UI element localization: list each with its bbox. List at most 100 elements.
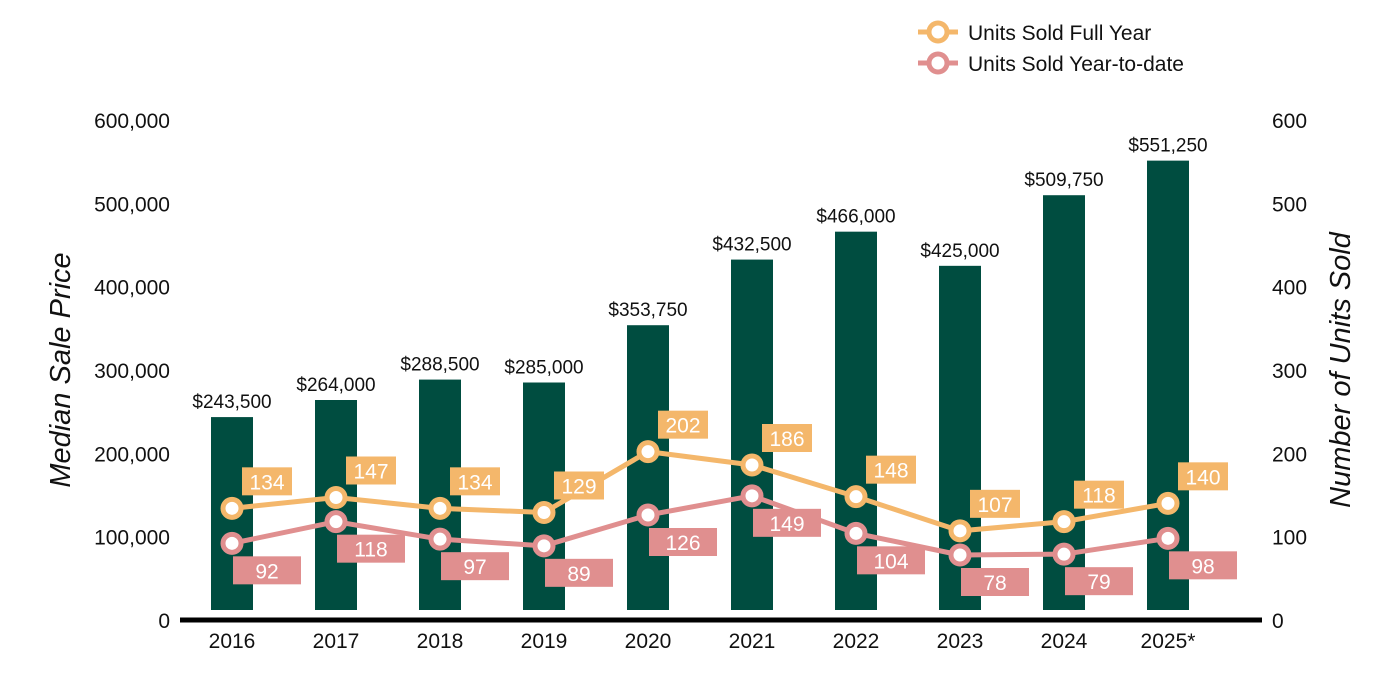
data-label-box	[554, 471, 604, 500]
legend: Units Sold Full Year Units Sold Year-to-d…	[918, 20, 1184, 76]
y-right-tick-label: 500	[1272, 193, 1307, 216]
data-label: 129	[561, 476, 596, 499]
data-label: 147	[353, 461, 388, 484]
data-label: 78	[983, 572, 1006, 595]
data-point	[428, 527, 452, 551]
data-label-box	[857, 546, 925, 575]
data-point	[532, 534, 556, 558]
left-y-axis-title: Median Sale Price	[45, 252, 77, 487]
data-point	[636, 440, 660, 464]
data-point	[220, 531, 244, 555]
y-right-tick-label: 100	[1272, 527, 1307, 550]
data-label-box	[658, 410, 708, 439]
data-label-box	[441, 552, 509, 581]
bar	[1043, 195, 1085, 611]
data-label-box	[450, 467, 500, 496]
bar-value-label: $425,000	[920, 241, 999, 262]
data-label: 126	[665, 532, 700, 555]
data-point	[948, 519, 972, 543]
data-label-box	[961, 568, 1029, 596]
bar-value-label: $264,000	[296, 375, 375, 396]
data-label-box	[346, 456, 396, 485]
data-label-box	[1065, 567, 1133, 596]
x-tick-label: 2019	[521, 630, 568, 653]
data-point	[844, 521, 868, 545]
data-label-box	[970, 489, 1020, 518]
data-label: 186	[769, 428, 804, 451]
data-label-box	[1178, 462, 1228, 491]
data-point	[1156, 491, 1180, 515]
data-label: 107	[977, 494, 1012, 517]
x-tick-label: 2016	[209, 630, 256, 653]
y-tick-label: 100,000	[94, 527, 170, 550]
bar-value-label: $285,000	[504, 358, 583, 379]
x-tick-label: 2024	[1041, 630, 1088, 653]
data-point	[428, 496, 452, 520]
bar-value-label: $509,750	[1024, 170, 1103, 191]
y-right-tick-label: 600	[1272, 110, 1307, 133]
data-label: 79	[1087, 571, 1110, 594]
bar	[627, 325, 669, 610]
x-tick-label: 2023	[937, 630, 984, 653]
data-point	[636, 503, 660, 527]
data-label: 148	[873, 460, 908, 483]
data-point	[740, 484, 764, 508]
bar-value-label: $432,500	[712, 235, 791, 256]
legend-label: Units Sold Full Year	[968, 22, 1151, 45]
data-label-box	[649, 528, 717, 556]
data-point	[324, 486, 348, 509]
line-series: 134 147 134 129 202 186 148 107 118 140 92 118 97 89 1…	[220, 410, 1237, 596]
data-label: 97	[463, 556, 486, 579]
data-point	[1052, 542, 1076, 566]
data-label: 104	[873, 550, 908, 573]
data-label: 149	[769, 513, 804, 536]
data-label-box	[337, 534, 405, 563]
y-tick-label: 600,000	[94, 110, 170, 133]
x-tick-label: 2020	[625, 630, 672, 653]
y-tick-label: 200,000	[94, 443, 170, 466]
x-tick-label: 2022	[833, 630, 880, 653]
y-right-tick-label: 400	[1272, 277, 1307, 300]
data-point	[740, 453, 764, 477]
x-tick-label: 2018	[417, 630, 464, 653]
data-label: 140	[1185, 466, 1220, 489]
data-label-box	[1074, 480, 1124, 509]
data-point	[324, 510, 348, 534]
data-label: 202	[665, 415, 700, 438]
data-point	[1052, 510, 1076, 534]
data-label: 92	[255, 560, 278, 583]
data-point	[844, 485, 868, 509]
data-point	[948, 543, 972, 567]
left-y-axis: 0 100,000 200,000 300,000 400,000 500,000 600,…	[94, 110, 170, 633]
y-right-tick-label: 200	[1272, 443, 1307, 466]
series-line	[231, 493, 1169, 558]
data-label-box	[1169, 551, 1237, 580]
data-label: 118	[1082, 485, 1115, 508]
series-line	[231, 449, 1169, 534]
y-right-tick-label: 300	[1272, 360, 1307, 383]
data-label: 98	[1191, 555, 1214, 578]
data-label: 134	[457, 471, 492, 494]
bar-value-label: $551,250	[1128, 136, 1207, 157]
y-tick-label: 400,000	[94, 277, 170, 300]
data-point	[220, 496, 244, 520]
data-label: 118	[354, 539, 387, 562]
x-tick-label: 2017	[313, 630, 360, 653]
bar-series: $243,500 $264,000 $288,500 $285,000 $353,750…	[192, 136, 1208, 611]
data-point	[532, 501, 556, 524]
y-tick-label: 500,000	[94, 193, 170, 216]
right-y-axis-title: Number of Units Sold	[1325, 231, 1357, 507]
data-label-box	[753, 508, 821, 537]
legend-marker	[926, 20, 950, 44]
right-y-axis: 0 100 200 300 400 500 600	[1272, 110, 1307, 633]
bar-value-label: $353,750	[608, 300, 687, 321]
data-label-box	[762, 424, 812, 452]
x-tick-label: 2025*	[1141, 630, 1196, 653]
data-label-box	[242, 467, 292, 496]
data-label-box	[866, 455, 916, 484]
legend-label: Units Sold Year-to-date	[968, 53, 1184, 76]
x-axis: 2016 2017 2018 2019 2020 2021 2022 2023 2024 2025…	[209, 630, 1196, 653]
y-tick-label: 300,000	[94, 360, 170, 383]
data-point	[1156, 526, 1180, 550]
